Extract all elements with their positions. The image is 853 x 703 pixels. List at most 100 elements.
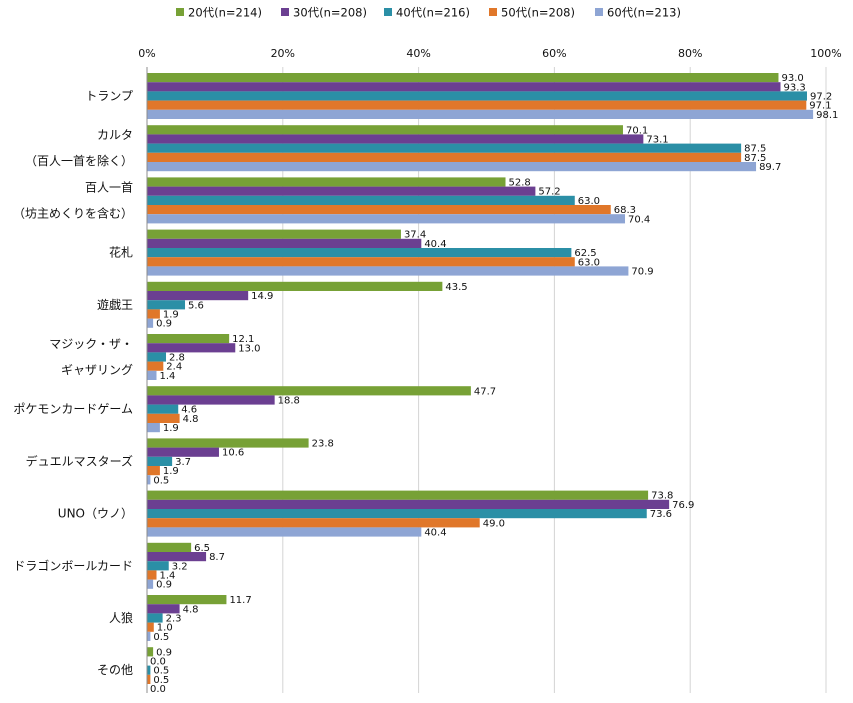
x-tick-label: 100% xyxy=(810,47,841,60)
legend-label: 20代(n=214) xyxy=(188,6,262,20)
bar xyxy=(147,82,781,92)
data-label: 1.4 xyxy=(160,371,176,382)
legend-label: 40代(n=216) xyxy=(396,6,470,20)
legend-label: 50代(n=208) xyxy=(501,6,575,20)
data-label: 47.7 xyxy=(474,386,496,397)
data-label: 4.6 xyxy=(181,405,197,416)
bar xyxy=(147,100,807,110)
bar xyxy=(147,186,536,196)
bar xyxy=(147,334,230,344)
data-label: 97.2 xyxy=(810,92,832,103)
bar xyxy=(147,404,179,414)
category-label: 百人一首 xyxy=(85,180,133,194)
data-label: 2.8 xyxy=(169,353,185,364)
bar xyxy=(147,162,757,172)
data-label: 52.8 xyxy=(509,178,531,189)
data-label: 97.1 xyxy=(809,101,831,112)
bar xyxy=(147,561,169,571)
data-label: 63.0 xyxy=(578,196,600,207)
bar xyxy=(147,205,611,215)
bar xyxy=(147,370,157,380)
category-label: ギャザリング xyxy=(61,363,133,377)
data-label: 5.6 xyxy=(188,300,204,311)
data-label: 37.4 xyxy=(404,230,426,241)
bar xyxy=(147,266,629,276)
category-label: 花札 xyxy=(109,245,133,260)
data-label: 1.9 xyxy=(163,466,179,477)
data-label: 0.9 xyxy=(156,319,172,330)
data-label: 63.0 xyxy=(578,257,600,268)
data-label: 11.7 xyxy=(229,595,251,606)
data-label: 8.7 xyxy=(209,552,225,563)
bar xyxy=(147,195,575,205)
x-tick-label: 20% xyxy=(271,47,295,60)
data-label: 3.2 xyxy=(172,561,188,572)
bar xyxy=(147,361,164,371)
bar xyxy=(147,152,742,162)
bar xyxy=(147,291,249,301)
category-label: UNO（ウノ） xyxy=(58,507,133,521)
data-label: 2.4 xyxy=(166,362,182,373)
bar xyxy=(147,604,180,614)
legend-label: 60代(n=213) xyxy=(607,6,681,20)
bar xyxy=(147,542,192,552)
category-label: マジック・ザ・ xyxy=(49,337,133,351)
data-label: 68.3 xyxy=(614,205,636,216)
data-label: 1.9 xyxy=(163,310,179,321)
data-label: 18.8 xyxy=(278,396,300,407)
bar xyxy=(147,73,779,83)
data-label: 0.0 xyxy=(150,657,166,668)
bar xyxy=(147,229,401,239)
bar xyxy=(147,466,160,476)
bar xyxy=(147,177,506,187)
data-label: 49.0 xyxy=(483,518,505,529)
bar xyxy=(147,647,154,657)
bar xyxy=(147,134,644,144)
category-label: その他 xyxy=(97,663,133,677)
bar xyxy=(147,238,422,248)
data-label: 70.4 xyxy=(628,214,650,225)
data-label: 0.9 xyxy=(156,647,172,658)
category-label: カルタ xyxy=(97,128,133,142)
data-label: 2.3 xyxy=(166,614,182,625)
category-label: （百人一首を除く） xyxy=(25,153,133,168)
data-label: 70.9 xyxy=(631,267,653,278)
data-label: 6.5 xyxy=(194,543,210,554)
bar xyxy=(147,438,309,448)
bar xyxy=(147,570,157,580)
bar xyxy=(147,109,814,119)
data-label: 70.1 xyxy=(626,125,648,136)
data-label: 76.9 xyxy=(672,500,694,511)
legend-swatch xyxy=(595,8,603,16)
data-label: 89.7 xyxy=(759,162,781,173)
bar xyxy=(147,343,236,353)
bars xyxy=(147,73,814,684)
category-label: ポケモンカードゲーム xyxy=(13,402,133,416)
category-label: 遊戯王 xyxy=(97,297,133,312)
data-label: 1.9 xyxy=(163,423,179,434)
data-label: 1.4 xyxy=(160,571,176,582)
bar xyxy=(147,281,443,291)
bar xyxy=(147,631,151,641)
bar xyxy=(147,622,154,632)
category-label: （坊主めくりを含む） xyxy=(13,205,133,220)
data-label: 87.5 xyxy=(744,144,766,155)
gridlines xyxy=(282,67,827,693)
bar xyxy=(147,413,180,423)
bar xyxy=(147,352,167,362)
data-label: 0.5 xyxy=(153,632,169,643)
data-label: 12.1 xyxy=(232,334,254,345)
data-label: 14.9 xyxy=(251,291,273,302)
data-label: 3.7 xyxy=(175,457,191,468)
bar xyxy=(147,447,219,457)
data-label: 0.5 xyxy=(153,666,169,677)
data-label: 10.6 xyxy=(222,448,244,459)
category-label: トランプ xyxy=(85,89,133,103)
bar xyxy=(147,552,207,562)
bar xyxy=(147,674,151,684)
bar xyxy=(147,509,647,519)
bar xyxy=(147,475,151,485)
data-label: 23.8 xyxy=(312,439,334,450)
data-label: 0.9 xyxy=(156,580,172,591)
data-label: 0.5 xyxy=(153,675,169,686)
